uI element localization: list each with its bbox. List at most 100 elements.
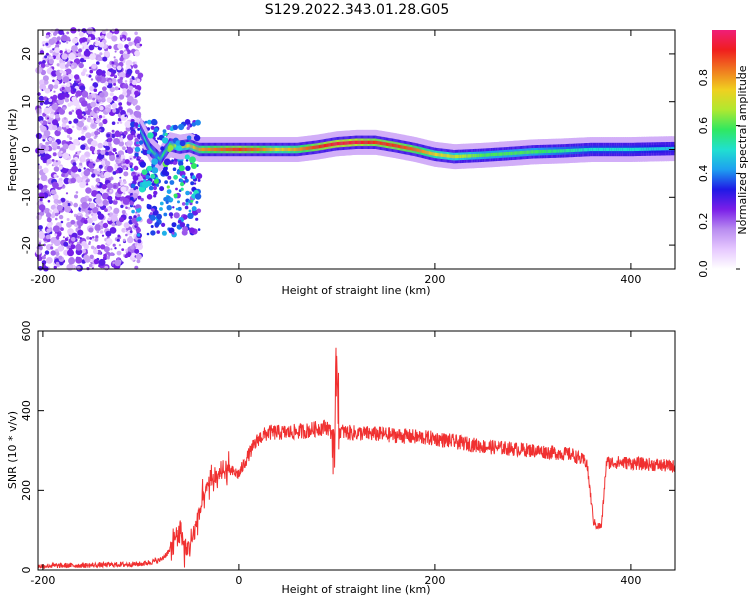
- spectrogram-noise-point: [86, 73, 89, 77]
- spectrogram-band-core: [432, 152, 435, 156]
- spectrogram-noise-point: [68, 143, 76, 151]
- spectrogram-band-core: [366, 140, 369, 144]
- spectrogram-noise-point: [41, 260, 47, 265]
- spectrogram-scatter-point: [177, 200, 180, 204]
- spectrogram-noise-point: [91, 173, 96, 178]
- spectrogram-noise-point: [105, 230, 112, 237]
- spectrogram-band-core: [225, 147, 228, 152]
- spectrogram-noise-point: [123, 130, 128, 135]
- spectrogram-band-core: [585, 148, 589, 152]
- spectrogram-band-core: [287, 147, 290, 152]
- spectrogram-band-core: [262, 147, 265, 152]
- spectrogram-noise-point: [42, 44, 45, 47]
- spectrogram-noise-point: [56, 175, 59, 178]
- spectrogram-noise-point: [59, 62, 66, 69]
- colorbar-ticks: 0.0 0.2 0.4 0.6 0.8: [697, 69, 740, 278]
- spectrogram-band-core: [494, 152, 497, 157]
- spectrogram-band-core: [219, 147, 222, 152]
- spectrogram-noise-point: [116, 98, 122, 103]
- spectrogram-blob: [163, 158, 171, 166]
- spectrogram-band-core: [244, 147, 247, 152]
- spectrogram-noise-point: [89, 254, 94, 259]
- spectrogram-noise-point: [85, 217, 88, 220]
- spectrogram-scatter-point: [170, 216, 173, 219]
- spectrogram-band-core: [200, 147, 203, 152]
- spectrogram-noise-point: [132, 61, 136, 65]
- spectrogram-noise-point: [111, 129, 115, 133]
- spectrogram-band-core: [339, 141, 342, 146]
- spectrogram-band-core: [264, 147, 267, 152]
- spectrogram-noise-point: [70, 210, 73, 214]
- spectrogram-scatter-point: [144, 120, 148, 124]
- spectrogram-noise-point: [134, 31, 138, 36]
- spectrogram-band-core: [402, 145, 405, 149]
- spectrogram-noise-point: [42, 167, 49, 174]
- spectrogram-noise-point: [47, 199, 51, 203]
- spectrogram-noise-point: [41, 255, 46, 260]
- spectrogram-noise-point: [93, 88, 98, 92]
- spectrogram-noise-point: [133, 165, 139, 171]
- spectrogram-noise-point: [79, 81, 82, 84]
- spectrogram-noise-point: [71, 109, 75, 113]
- spectrogram-band-core: [223, 147, 226, 152]
- spectrogram-noise-point: [87, 217, 94, 224]
- spectrogram-band-core: [524, 150, 527, 155]
- spectrogram-noise-point: [58, 165, 63, 170]
- spectrogram-scatter-point: [195, 217, 199, 221]
- spectrogram-noise-point: [43, 157, 47, 162]
- spectrogram-noise-point: [55, 251, 60, 256]
- spectrogram-noise-point: [116, 65, 122, 71]
- spectrogram-band-core: [318, 145, 321, 149]
- spectrogram-band-core: [648, 147, 653, 151]
- spectrogram-noise-point: [81, 90, 89, 98]
- spectrogram-noise-point: [125, 59, 133, 67]
- spectrogram-noise-point: [62, 106, 66, 111]
- spectrogram-noise-point: [69, 242, 72, 245]
- spectrogram-noise-point: [94, 238, 99, 242]
- spectrogram-noise-point: [89, 53, 96, 60]
- spectrogram-scatter-point: [165, 200, 169, 204]
- spectrogram-band-core: [490, 153, 494, 157]
- spectrogram-band-core: [325, 143, 328, 148]
- spectrogram-noise-point: [35, 108, 42, 114]
- spectrogram-band-core: [423, 150, 426, 154]
- spectrogram-noise-point: [68, 111, 73, 115]
- spectrogram-band-core: [272, 147, 275, 152]
- spectrogram-band-core: [408, 146, 411, 151]
- spectrogram-noise-point: [125, 206, 128, 209]
- spectrogram-noise-point: [133, 64, 138, 69]
- spectrogram-band-core: [500, 152, 504, 156]
- spectrogram-band-core: [525, 150, 528, 154]
- spectrogram-noise-point: [54, 47, 60, 53]
- spectrogram-panel: -200 0 200 400 -20 -10 0 10 20 Height of straig…: [6, 27, 676, 297]
- spectrogram-noise-point: [122, 52, 130, 60]
- spectrogram-noise-point: [107, 137, 113, 143]
- spectrogram-noise-point: [84, 151, 90, 157]
- spectrogram-noise-point: [100, 226, 104, 230]
- spectrogram-noise-point: [93, 150, 98, 154]
- spectrogram-band-core: [356, 140, 359, 144]
- spectrogram-band-core: [266, 147, 269, 152]
- spectrogram-noise-point: [41, 209, 44, 213]
- spectrogram-band-core: [331, 142, 334, 147]
- spectrogram-band-core: [261, 147, 264, 152]
- spectrogram-noise-point: [110, 248, 113, 251]
- spectrogram-scatter-point: [186, 223, 190, 227]
- spectrogram-band-core: [458, 154, 461, 159]
- spectrogram-band-core: [439, 153, 442, 157]
- spectrogram-noise-point: [58, 214, 64, 220]
- spectrogram-noise-point: [81, 201, 89, 209]
- spectrogram-noise-point: [49, 209, 52, 213]
- y-tick-label: 600: [20, 321, 33, 342]
- spectrogram-band-core: [487, 153, 491, 157]
- spectrogram-band-core: [270, 147, 273, 152]
- spectrogram-band-core: [622, 147, 626, 152]
- spectrogram-noise-point: [101, 159, 106, 165]
- spectrogram-noise-point: [105, 145, 110, 151]
- spectrogram-noise-point: [79, 58, 85, 63]
- spectrogram-noise-point: [96, 76, 102, 82]
- spectrogram-band-core: [620, 147, 624, 152]
- spectrogram-band-core: [533, 150, 536, 154]
- snr-y-axis-label: SNR (10 * v/v): [6, 411, 19, 489]
- spectrogram-noise-point: [52, 225, 60, 233]
